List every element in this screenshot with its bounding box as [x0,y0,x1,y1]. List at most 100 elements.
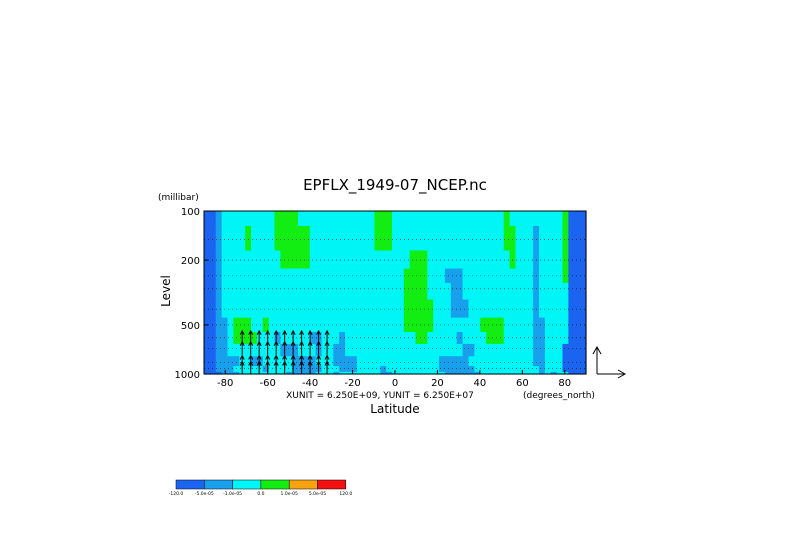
heatmap-cell [386,355,393,367]
heatmap-cell [333,371,340,375]
heatmap-cell [562,331,569,344]
heatmap-cell [533,298,540,318]
heatmap-cell [421,298,428,318]
heatmap-cell [403,225,411,251]
heatmap-cell [345,355,352,367]
heatmap-cell [374,282,381,300]
heatmap-cell [268,267,276,283]
heatmap-cell [292,317,299,332]
heatmap-cell [204,267,211,283]
heatmap-cell [397,267,405,283]
heatmap-cell [544,211,552,226]
heatmap-cell [574,355,581,367]
heatmap-cell [544,355,552,367]
heatmap-cell [497,225,505,251]
heatmap-cell [574,331,581,344]
heatmap-cell [292,249,299,269]
heatmap-cell [298,282,305,300]
heatmap-cell [339,225,346,251]
heatmap-cell [533,249,540,269]
heatmap-cell [309,317,317,332]
heatmap-cell [251,355,258,367]
heatmap-cell [309,282,317,300]
heatmap-cell [392,282,399,300]
heatmap-cell [427,355,434,367]
plot-area [204,211,587,375]
heatmap-cell [397,225,405,251]
heatmap-cell [292,282,299,300]
colorbar-swatch [317,479,347,490]
heatmap-cell [456,249,464,269]
heatmap-cell [368,371,376,375]
heatmap-cell [444,211,452,226]
heatmap-cell [280,371,287,375]
heatmap-cell [533,211,540,226]
chart-title: EPFLX_1949-07_NCEP.nc [303,176,487,195]
heatmap-cell [239,225,246,251]
heatmap-cell [386,225,393,251]
heatmap-cell [345,267,352,283]
heatmap-cell [215,355,223,367]
heatmap-cell [204,211,211,226]
heatmap-cell [497,371,505,375]
heatmap-cell [362,298,370,318]
heatmap-cell [274,371,281,375]
heatmap-cell [286,282,293,300]
heatmap-cell [527,317,534,332]
heatmap-cell [309,355,317,367]
heatmap-cell [480,343,487,357]
heatmap-cell [491,211,499,226]
heatmap-cell [574,343,581,357]
heatmap-cell [568,343,575,357]
heatmap-cell [268,365,276,372]
heatmap-cell [403,249,411,269]
heatmap-cell [345,282,352,300]
heatmap-cell [497,282,505,300]
heatmap-cell [303,211,311,226]
heatmap-cell [503,331,511,344]
heatmap-cell [409,317,417,332]
heatmap-cell [533,371,540,375]
heatmap-cell [356,355,364,367]
heatmap-cell [450,355,458,367]
heatmap-cell [415,225,423,251]
heatmap-cell [468,317,475,332]
heatmap-cell [474,298,481,318]
heatmap-cell [515,331,522,344]
heatmap-cell [245,211,252,226]
heatmap-cell [280,267,287,283]
heatmap-cell [262,343,270,357]
heatmap-cell [262,211,270,226]
y-tick-label: 100 [181,207,200,218]
heatmap-cell [286,371,293,375]
heatmap-cell [556,298,564,318]
heatmap-cell [215,365,223,372]
heatmap-cell [538,365,546,372]
heatmap-cell [303,355,311,367]
heatmap-cell [303,267,311,283]
heatmap-cell [462,331,470,344]
heatmap-cell [439,225,446,251]
heatmap-cell [339,331,346,344]
heatmap-cell [268,317,276,332]
x-axis: -80 -60 -40 -20 0 20 40 60 80 [217,370,571,389]
heatmap-cell [427,317,434,332]
heatmap-cell [527,371,534,375]
heatmap-cell [515,267,522,283]
heatmap-cell [303,249,311,269]
heatmap-cell [256,343,264,357]
heatmap-cell [450,331,458,344]
heatmap-cell [574,267,581,283]
heatmap-cell [544,267,552,283]
heatmap-cell [450,343,458,357]
heatmap-cell [362,317,370,332]
heatmap-cell [380,371,387,375]
heatmap-cell [574,371,581,375]
heatmap-cell [568,331,575,344]
heatmap-cell [303,298,311,318]
heatmap-cell [427,331,434,344]
heatmap-cell [427,267,434,283]
heatmap-cell [392,343,399,357]
heatmap-cell [286,267,293,283]
heatmap-cell [274,267,281,283]
